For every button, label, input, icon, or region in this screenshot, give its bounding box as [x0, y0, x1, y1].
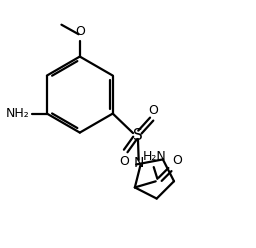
Text: H₂N: H₂N	[143, 150, 167, 163]
Text: O: O	[172, 154, 182, 167]
Text: O: O	[119, 155, 129, 168]
Text: N: N	[133, 156, 144, 170]
Text: O: O	[148, 104, 158, 117]
Text: S: S	[133, 127, 142, 143]
Text: O: O	[75, 25, 85, 38]
Text: NH₂: NH₂	[6, 107, 30, 120]
